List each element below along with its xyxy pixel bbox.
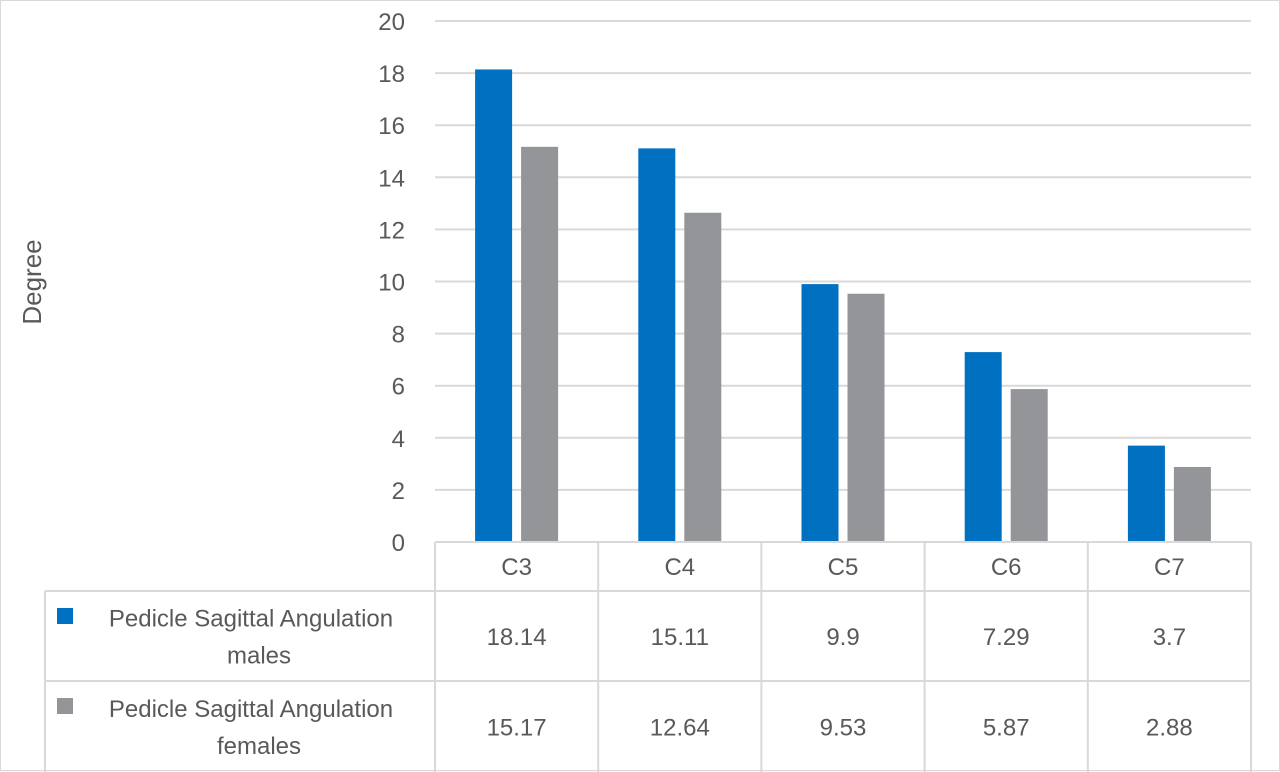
bar-c6-series-2 bbox=[1010, 389, 1048, 542]
bar-c3-series-1 bbox=[475, 69, 513, 542]
bar-c6-series-1 bbox=[964, 352, 1002, 542]
bar-c4-series-1 bbox=[638, 148, 676, 542]
data-label: 7.29 bbox=[983, 624, 1030, 651]
data-label: 5.87 bbox=[983, 715, 1030, 742]
bars bbox=[475, 69, 1211, 542]
y-tick-label: 8 bbox=[392, 322, 405, 349]
y-tick-label: 6 bbox=[392, 374, 405, 401]
data-label: 15.17 bbox=[487, 715, 547, 742]
y-tick-label: 12 bbox=[378, 217, 405, 244]
bar-c5-series-1 bbox=[801, 284, 839, 542]
y-tick-label: 4 bbox=[392, 426, 405, 453]
data-label: 2.88 bbox=[1146, 715, 1193, 742]
x-tick-label: C5 bbox=[828, 554, 859, 581]
y-tick-label: 10 bbox=[378, 270, 405, 297]
x-tick-label: C3 bbox=[501, 554, 532, 581]
bar-c4-series-2 bbox=[684, 212, 722, 542]
legend-label: Pedicle Sagittal Angulation bbox=[109, 696, 393, 723]
y-axis-label: Degree bbox=[17, 239, 47, 324]
y-tick-label: 18 bbox=[378, 61, 405, 88]
bar-c5-series-2 bbox=[847, 293, 885, 542]
y-tick-label: 14 bbox=[378, 165, 405, 192]
data-label: 18.14 bbox=[487, 624, 547, 651]
legend-label: females bbox=[217, 733, 301, 760]
y-tick-label: 0 bbox=[392, 530, 405, 557]
legend-label: Pedicle Sagittal Angulation bbox=[109, 606, 393, 633]
y-tick-label: 16 bbox=[378, 113, 405, 140]
y-axis-ticks: 0 2 4 6 8 10 12 14 16 18 20 bbox=[378, 9, 405, 557]
data-label: 9.9 bbox=[826, 624, 859, 651]
x-tick-label: C7 bbox=[1154, 554, 1185, 581]
bar-c3-series-2 bbox=[521, 146, 559, 542]
bar-c7-series-1 bbox=[1127, 445, 1165, 542]
data-table: C3 C4 C5 C6 C7 Pedicle Sagittal Angulation mal… bbox=[44, 541, 1252, 772]
bar-c7-series-2 bbox=[1173, 466, 1211, 542]
y-tick-label: 2 bbox=[392, 478, 405, 505]
legend-swatch bbox=[57, 698, 73, 714]
data-label: 12.64 bbox=[650, 715, 710, 742]
legend-label: males bbox=[227, 643, 291, 670]
y-tick-label: 20 bbox=[378, 9, 405, 36]
gridlines bbox=[435, 20, 1251, 491]
data-label: 15.11 bbox=[651, 624, 709, 651]
x-tick-label: C4 bbox=[664, 554, 695, 581]
legend-swatch bbox=[57, 608, 73, 624]
x-tick-label: C6 bbox=[991, 554, 1022, 581]
data-label: 9.53 bbox=[820, 715, 867, 742]
data-label: 3.7 bbox=[1153, 624, 1186, 651]
